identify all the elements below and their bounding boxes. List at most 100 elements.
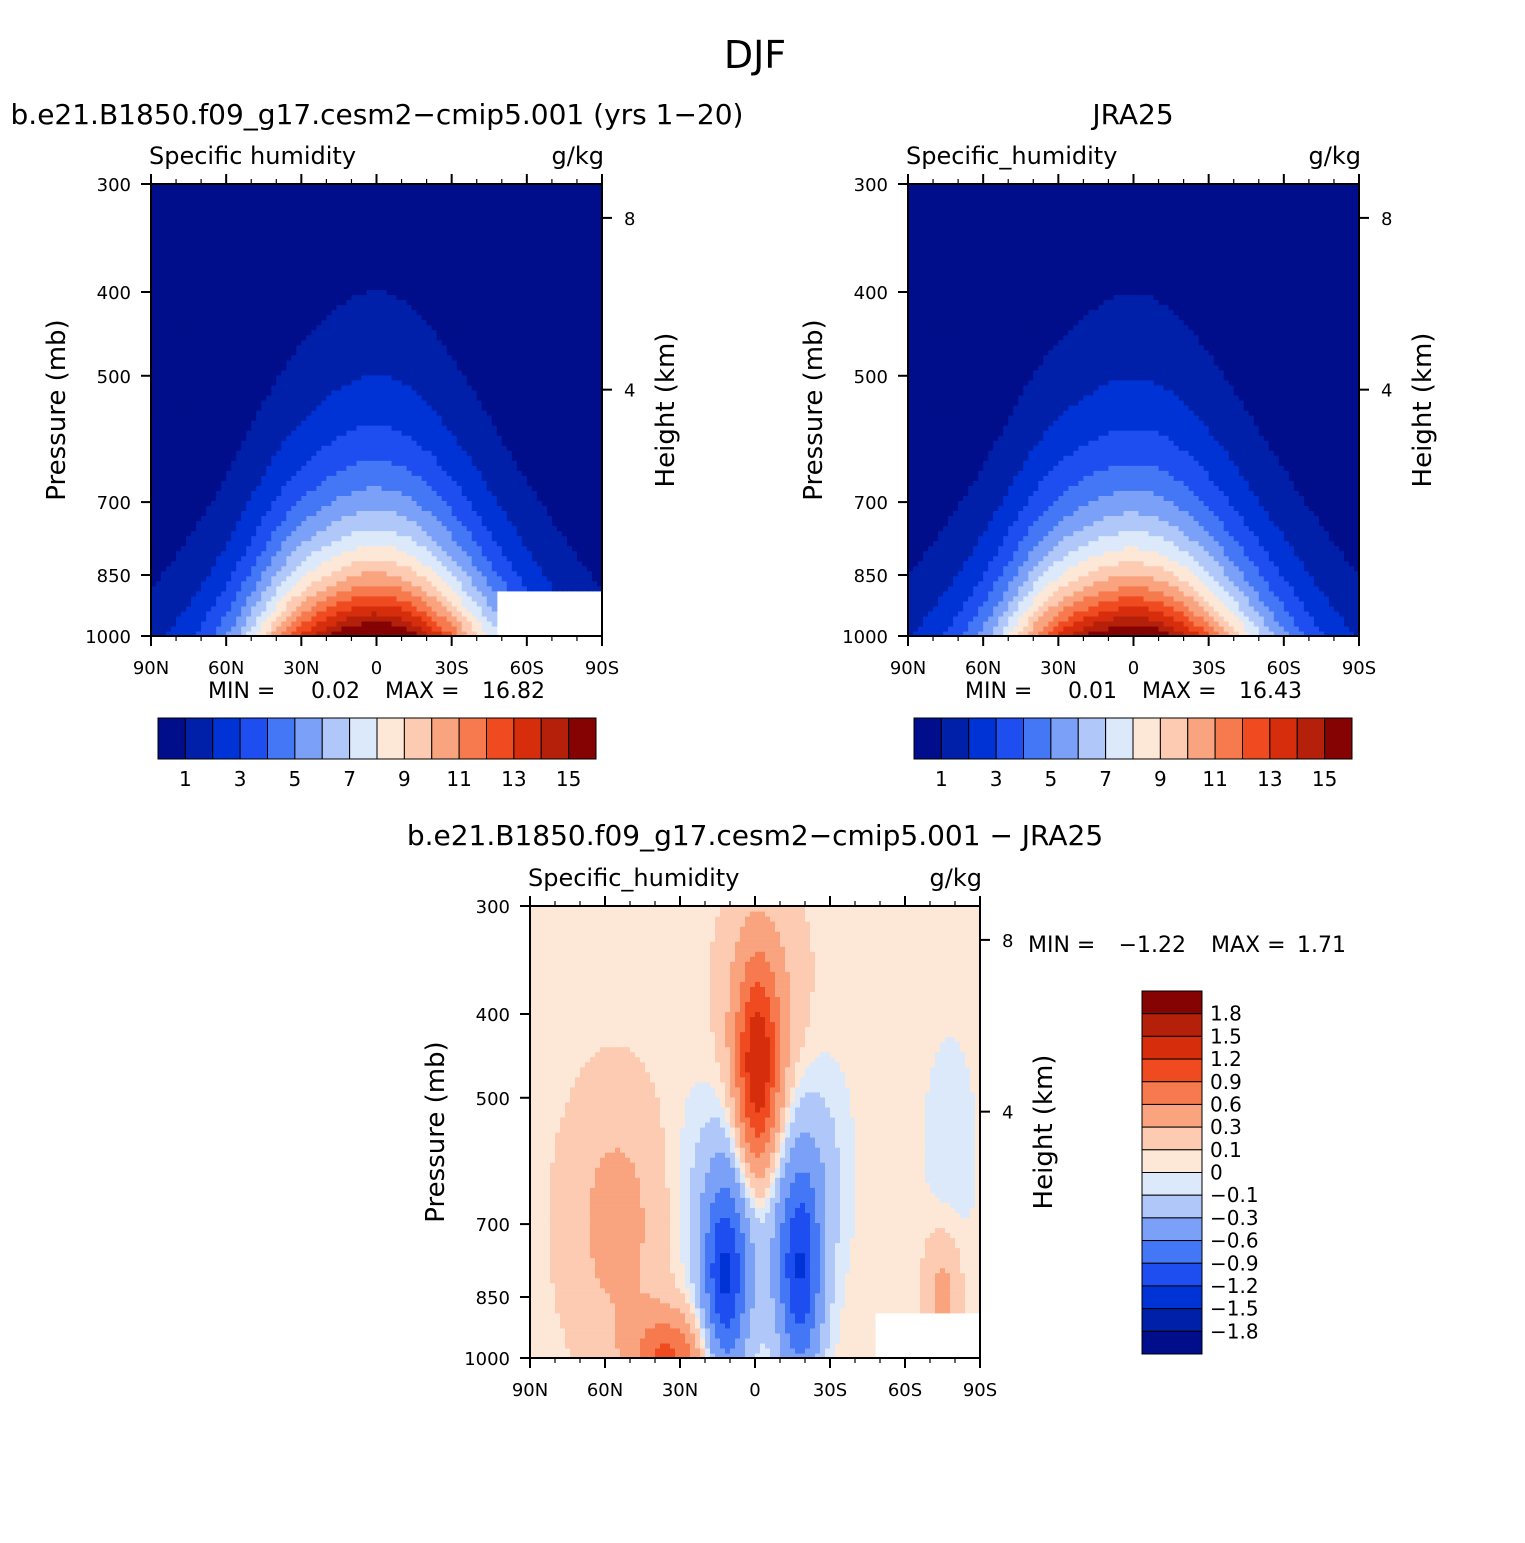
contour-cell <box>386 344 393 351</box>
contour-cell <box>431 389 438 396</box>
contour-cell <box>576 415 583 421</box>
contour-cell <box>461 465 468 471</box>
contour-cell <box>376 399 383 406</box>
contour-cell <box>486 505 493 512</box>
contour-cell <box>356 610 363 617</box>
contour-cell <box>411 435 418 441</box>
contour-cell <box>536 525 543 532</box>
contour-cell <box>211 630 217 637</box>
contour-cell <box>196 590 202 597</box>
contour-cell <box>391 505 398 512</box>
contour-cell <box>381 595 388 602</box>
contour-cell <box>336 515 343 522</box>
contour-cell <box>316 555 322 562</box>
contour-cell <box>316 560 322 567</box>
contour-cell <box>471 410 478 416</box>
contour-cell <box>586 540 593 547</box>
contour-cell <box>186 379 192 386</box>
contour-cell <box>481 550 488 557</box>
contour-cell <box>451 425 458 431</box>
contour-cell <box>381 515 388 522</box>
contour-cell <box>291 600 297 607</box>
contour-cell <box>391 525 398 532</box>
contour-cell <box>196 520 202 527</box>
contour-cell <box>556 545 563 552</box>
contour-cell <box>231 425 237 431</box>
contour-cell <box>396 555 403 562</box>
contour-cell <box>346 610 353 617</box>
contour-cell <box>351 445 358 451</box>
contour-cell <box>266 555 272 562</box>
contour-cell <box>171 595 177 602</box>
contour-cell <box>501 455 508 461</box>
contour-cell <box>576 520 583 527</box>
contour-cell <box>451 480 458 486</box>
contour-cell <box>446 515 453 522</box>
contour-cell <box>391 349 398 356</box>
contour-cell <box>466 384 473 391</box>
contour-cell <box>411 470 418 476</box>
contour-cell <box>511 470 518 476</box>
contour-cell <box>436 500 443 507</box>
contour-cell <box>491 465 498 471</box>
contour-cell <box>566 540 573 547</box>
contour-cell <box>486 560 493 567</box>
contour-cell <box>336 344 343 351</box>
contour-cell <box>566 560 573 567</box>
contour-cell <box>321 470 327 476</box>
contour-cell <box>466 415 473 421</box>
contour-cell <box>566 415 573 421</box>
contour-cell <box>166 555 172 562</box>
contour-cell <box>516 490 523 496</box>
contour-cell <box>516 500 523 507</box>
contour-cell <box>341 389 348 396</box>
contour-cell <box>386 540 393 547</box>
contour-cell <box>436 349 443 356</box>
contour-cell <box>321 550 327 557</box>
contour-cell <box>441 510 448 517</box>
contour-cell <box>196 379 202 386</box>
contour-cell <box>361 555 368 562</box>
contour-cell <box>211 625 217 632</box>
contour-cell <box>261 505 267 512</box>
contour-cell <box>526 545 533 552</box>
contour-cell <box>266 394 272 401</box>
contour-cell <box>331 555 338 562</box>
contour-cell <box>216 415 222 421</box>
contour-cell <box>401 495 408 501</box>
contour-cell <box>316 500 322 507</box>
contour-cell <box>431 349 438 356</box>
contour-cell <box>261 410 267 416</box>
contour-field-model <box>151 184 603 637</box>
contour-cell <box>311 349 317 356</box>
contour-cell <box>241 545 247 552</box>
contour-cell <box>476 615 483 622</box>
contour-cell <box>386 359 393 366</box>
contour-cell <box>476 404 483 411</box>
contour-cell <box>151 344 157 351</box>
contour-cell <box>256 490 262 496</box>
contour-cell <box>216 505 222 512</box>
contour-cell <box>566 495 573 501</box>
contour-cell <box>356 540 363 547</box>
contour-cell <box>186 510 192 517</box>
contour-cell <box>211 535 217 542</box>
contour-cell <box>401 404 408 411</box>
contour-cell <box>416 394 423 401</box>
contour-cell <box>211 520 217 527</box>
contour-cell <box>506 535 513 542</box>
contour-cell <box>436 580 443 587</box>
contour-cell <box>151 505 157 512</box>
contour-cell <box>361 575 368 582</box>
contour-cell <box>596 354 603 361</box>
contour-cell <box>466 510 473 517</box>
contour-cell <box>456 475 463 481</box>
contour-cell <box>211 374 217 381</box>
contour-cell <box>391 344 398 351</box>
contour-cell <box>441 384 448 391</box>
contour-cell <box>406 615 413 622</box>
contour-cell <box>551 575 558 582</box>
contour-cell <box>311 450 317 456</box>
contour-cell <box>261 560 267 567</box>
contour-cell <box>581 510 588 517</box>
